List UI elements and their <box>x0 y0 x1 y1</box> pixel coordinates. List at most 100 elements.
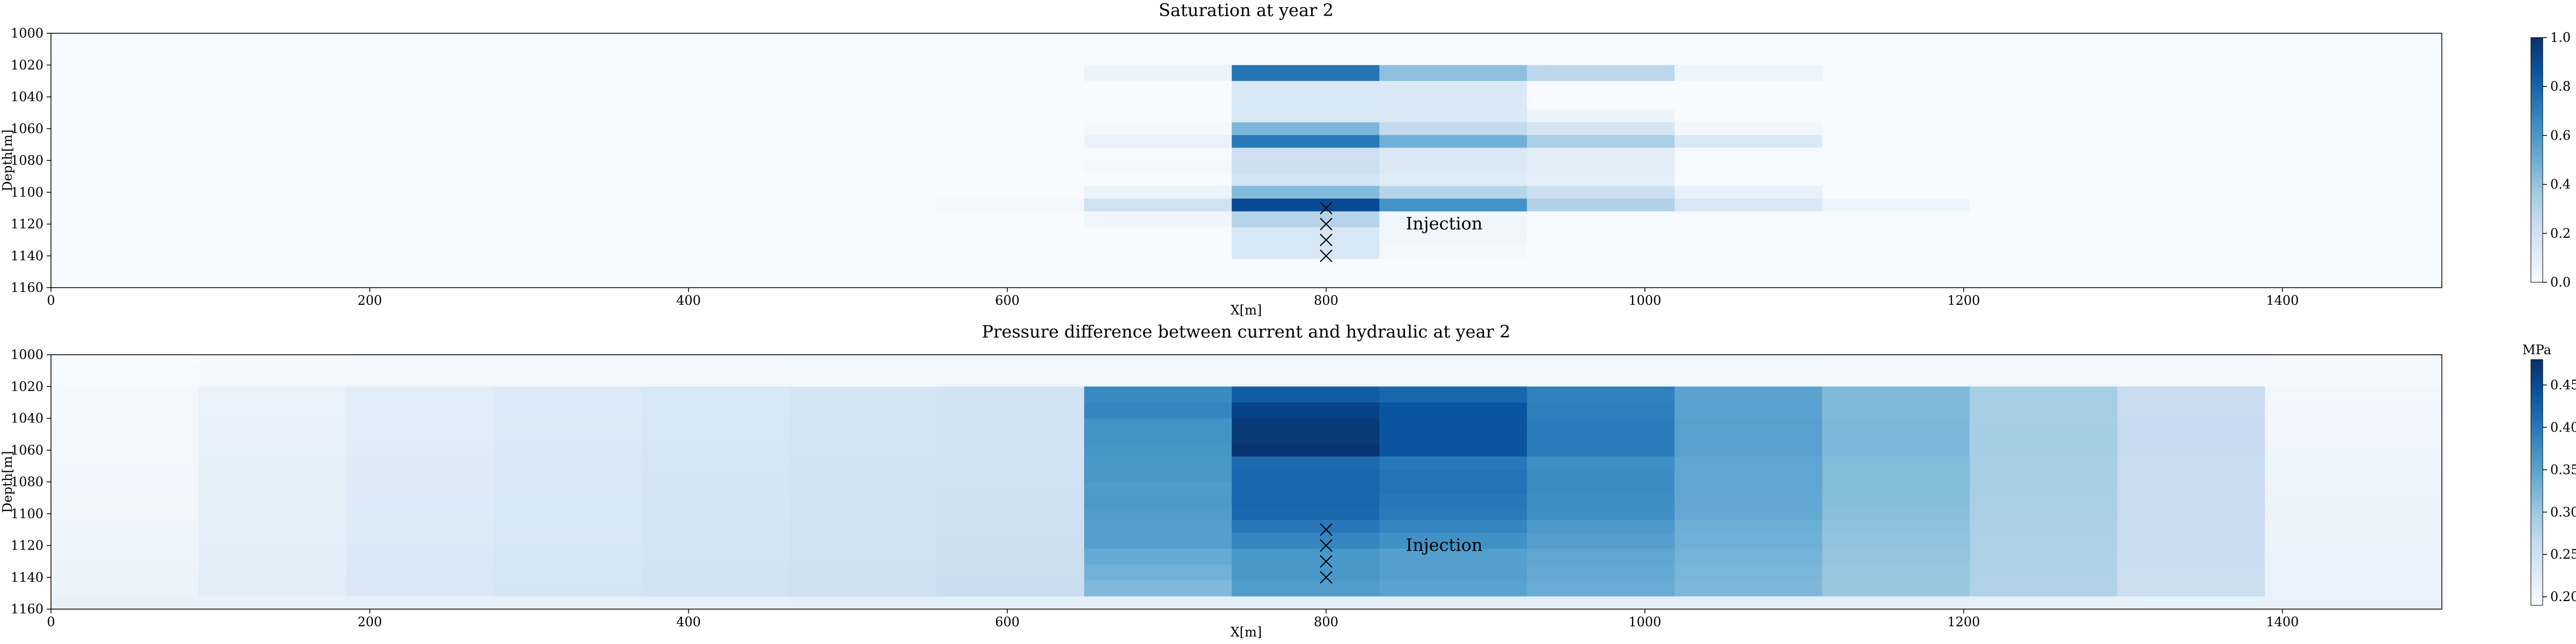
heatmap-cell <box>199 580 347 597</box>
heatmap-cell <box>936 355 1085 387</box>
heatmap-cell <box>789 199 937 212</box>
x-tick-label: 200 <box>357 293 382 308</box>
heatmap-cell <box>346 469 494 482</box>
heatmap-cell <box>1232 109 1380 123</box>
heatmap-cell <box>1232 386 1380 403</box>
heatmap-cell <box>346 173 494 186</box>
heatmap-cell <box>1232 596 1380 610</box>
heatmap-cell <box>1527 580 1675 597</box>
heatmap-cell <box>1674 456 1823 470</box>
heatmap-cell <box>1970 596 2118 610</box>
heatmap-cell <box>1379 65 1527 82</box>
heatmap-cell <box>1084 65 1232 82</box>
heatmap-cell <box>1674 532 1823 550</box>
heatmap-cell <box>641 259 789 275</box>
pressure-injection-markers <box>1320 523 1333 584</box>
heatmap-cell <box>2265 482 2442 495</box>
heatmap-cell <box>346 456 494 470</box>
heatmap-cell <box>2117 456 2265 470</box>
heatmap-cell <box>1084 227 1232 244</box>
heatmap-cell <box>1970 443 2118 457</box>
heatmap-cell <box>1379 97 1527 110</box>
heatmap-cell <box>494 386 642 403</box>
injection-marker <box>1320 233 1333 246</box>
heatmap-cell <box>1970 580 2118 597</box>
heatmap-cell <box>199 548 347 565</box>
heatmap-cell <box>1232 431 1380 444</box>
heatmap-cell <box>1822 431 1970 444</box>
heatmap-cell <box>789 355 937 387</box>
heatmap-cell <box>1232 580 1380 597</box>
heatmap-cell <box>51 275 199 288</box>
heatmap-cell <box>199 386 347 403</box>
heatmap-cell <box>1822 199 1970 212</box>
heatmap-cell <box>641 148 789 161</box>
heatmap-cell <box>1970 507 2118 521</box>
heatmap-cell <box>641 520 789 533</box>
heatmap-cell <box>51 482 199 495</box>
heatmap-cell <box>1822 109 1970 123</box>
heatmap-cell <box>51 243 199 260</box>
heatmap-cell <box>346 65 494 82</box>
heatmap-cell <box>1970 122 2118 136</box>
heatmap-cell <box>1970 186 2118 199</box>
heatmap-cell <box>1822 494 1970 508</box>
heatmap-cell <box>2117 148 2265 161</box>
y-tick-label: 1160 <box>11 602 43 617</box>
heatmap-cell <box>494 173 642 186</box>
heatmap-cell <box>789 482 937 495</box>
heatmap-cell <box>494 402 642 419</box>
y-tick-label: 1080 <box>11 153 43 168</box>
heatmap-cell <box>1970 211 2118 228</box>
x-tick-label: 400 <box>676 293 701 308</box>
heatmap-cell <box>1379 227 1527 244</box>
heatmap-cell <box>494 520 642 533</box>
heatmap-cell <box>641 482 789 495</box>
colorbar-tick-label: 1.0 <box>2550 30 2571 45</box>
heatmap-cell <box>1970 33 2118 65</box>
heatmap-cell <box>1674 122 1823 136</box>
heatmap-cell <box>936 565 1085 581</box>
heatmap-cell <box>2265 186 2442 199</box>
heatmap-cell <box>199 565 347 581</box>
heatmap-cell <box>1822 580 1970 597</box>
heatmap-cell <box>1970 243 2118 260</box>
heatmap-cell <box>1232 565 1380 581</box>
heatmap-cell <box>1084 355 1232 387</box>
heatmap-cell <box>346 596 494 610</box>
heatmap-cell <box>2265 443 2442 457</box>
saturation-y-ticks: 1000 1020 1040 1060 1080 1100 1120 1140 1160 <box>11 26 51 295</box>
x-tick-label: 1200 <box>1947 614 1980 630</box>
heatmap-cell <box>1527 173 1675 186</box>
heatmap-cell <box>2117 532 2265 550</box>
heatmap-cell <box>641 199 789 212</box>
heatmap-cell <box>2117 548 2265 565</box>
heatmap-cell <box>936 386 1085 403</box>
heatmap-cell <box>789 520 937 533</box>
heatmap-cell <box>1970 565 2118 581</box>
heatmap-cell <box>936 548 1085 565</box>
heatmap-cell <box>199 507 347 521</box>
heatmap-cell <box>1379 148 1527 161</box>
heatmap-cell <box>789 243 937 260</box>
heatmap-cell <box>936 494 1085 508</box>
heatmap-cell <box>199 173 347 186</box>
injection-marker <box>1320 217 1333 231</box>
heatmap-cell <box>1822 482 1970 495</box>
heatmap-cell <box>2117 33 2265 65</box>
heatmap-cell <box>641 507 789 521</box>
heatmap-cell <box>1527 565 1675 581</box>
heatmap-cell <box>1822 122 1970 136</box>
y-tick-label: 1060 <box>11 121 43 136</box>
x-tick-label: 1000 <box>1628 614 1661 630</box>
heatmap-cell <box>1674 386 1823 403</box>
heatmap-cell <box>1232 211 1380 228</box>
heatmap-cell <box>2265 402 2442 419</box>
heatmap-cell <box>1232 507 1380 521</box>
x-tick-label: 1400 <box>2266 614 2299 630</box>
heatmap-cell <box>641 532 789 550</box>
heatmap-cell <box>1527 160 1675 174</box>
heatmap-cell <box>346 259 494 275</box>
heatmap-cell <box>1084 243 1232 260</box>
heatmap-cell <box>789 148 937 161</box>
